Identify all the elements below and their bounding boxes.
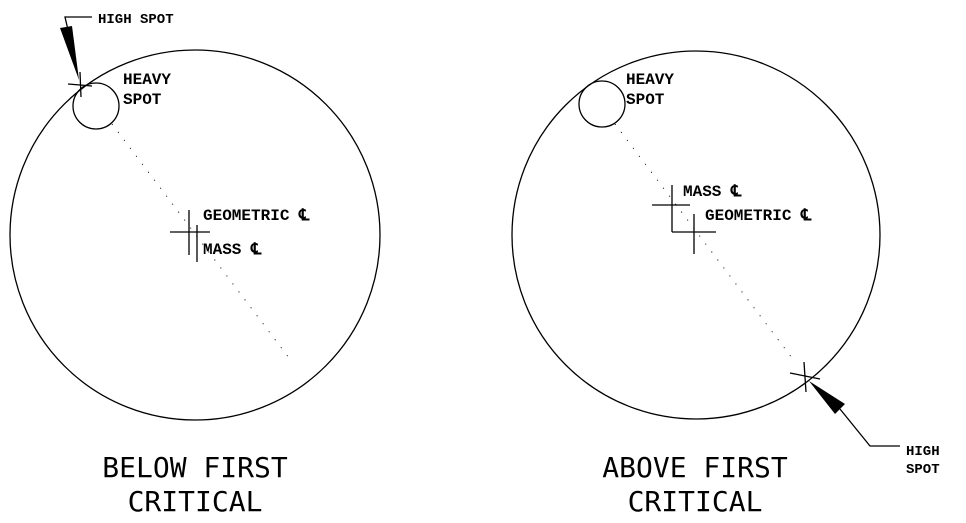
geometric-label: GEOMETRIC ℄ <box>705 207 812 225</box>
high-spot-label: SPOT <box>906 462 940 478</box>
heavy-spot-circle <box>72 82 120 130</box>
arrow <box>809 381 845 414</box>
heavy-spot-circle <box>578 80 626 128</box>
caption: CRITICAL <box>128 485 263 518</box>
geometric-cross <box>672 214 716 254</box>
high-spot-mark <box>789 361 821 393</box>
panel-above: HIGH SPOT HEAVY SPOT MASS ℄ GEOMETRIC ℄ … <box>511 50 940 518</box>
leader <box>64 16 92 31</box>
geometric-label: GEOMETRIC ℄ <box>203 207 310 225</box>
geometric-cross <box>170 210 210 255</box>
rotor <box>511 50 881 420</box>
mass-label: MASS ℄ <box>683 183 742 201</box>
heavy-spot-label: HEAVY <box>626 71 674 89</box>
rotor <box>9 49 381 421</box>
heavy-spot-label: SPOT <box>123 91 162 109</box>
caption: BELOW FIRST <box>102 451 288 484</box>
mass-label: MASS ℄ <box>203 241 262 259</box>
caption: CRITICAL <box>628 485 763 518</box>
caption: ABOVE FIRST <box>602 451 788 484</box>
high-spot-mark <box>67 71 93 98</box>
leader <box>839 408 900 447</box>
heavy-spot-label: SPOT <box>626 91 665 109</box>
dotted-line <box>111 123 293 363</box>
dotted-line <box>614 123 796 363</box>
high-spot-label: HIGH SPOT <box>98 12 174 28</box>
panel-below: HIGH SPOT HEAVY SPOT GEOMETRIC ℄ MASS ℄ … <box>9 12 381 518</box>
heavy-spot-label: HEAVY <box>123 71 171 89</box>
mass-cross <box>652 185 690 232</box>
high-spot-label: HIGH <box>906 444 940 460</box>
arrow <box>60 26 79 80</box>
